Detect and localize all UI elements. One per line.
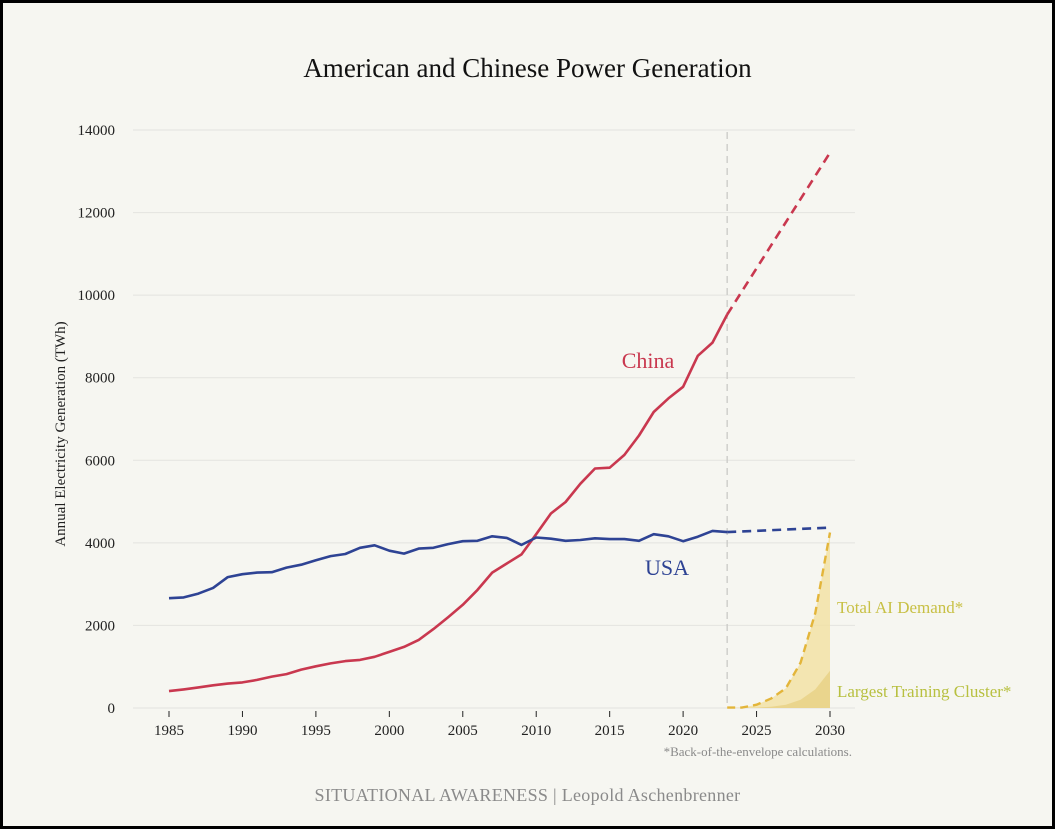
x-tick-label: 1985	[154, 723, 184, 739]
y-axis-label: Annual Electricity Generation (TWh)	[53, 321, 69, 546]
y-tick-label: 8000	[85, 371, 115, 387]
x-tick-label: 1995	[301, 723, 331, 739]
ai-demand-label: Total AI Demand*	[837, 598, 963, 617]
y-tick-label: 6000	[85, 453, 115, 469]
y-tick-label: 0	[108, 701, 116, 717]
y-tick-label: 12000	[78, 206, 116, 222]
training-cluster-area	[727, 670, 830, 708]
chart-svg: 0 2000 4000 6000 8000 10000 12000 14000 1985 1990…	[53, 123, 1011, 759]
ai-demand-line	[727, 532, 832, 709]
y-tick-label: 2000	[85, 618, 115, 634]
x-tick-label: 2000	[374, 723, 404, 739]
y-tick-label: 10000	[78, 288, 116, 304]
x-tick-label: 2025	[742, 723, 772, 739]
chart-title: American and Chinese Power Generation	[303, 53, 752, 83]
training-cluster-label: Largest Training Cluster*	[837, 682, 1011, 701]
usa-projection-line	[727, 526, 831, 534]
y-tick-label: 4000	[85, 536, 115, 552]
china-projection-line	[726, 152, 832, 316]
x-tick-label: 2010	[521, 723, 551, 739]
footer-credit: SITUATIONAL AWARENESS | Leopold Aschenbr…	[314, 785, 741, 805]
footnote: *Back-of-the-envelope calculations.	[664, 744, 852, 759]
usa-series-line	[168, 529, 728, 600]
ai-demand-area	[727, 532, 830, 708]
y-tick-label: 14000	[78, 123, 116, 139]
x-tick-label: 2020	[668, 723, 698, 739]
x-tick-label: 2030	[815, 723, 845, 739]
china-series-line	[168, 313, 729, 693]
x-tick-label: 2015	[595, 723, 625, 739]
x-tick-label: 1990	[227, 723, 257, 739]
x-tick-label: 2005	[448, 723, 478, 739]
chart-frame: American and Chinese Power Generation 0 2…	[3, 3, 1052, 826]
usa-label: USA	[645, 555, 689, 580]
china-label: China	[622, 348, 675, 373]
